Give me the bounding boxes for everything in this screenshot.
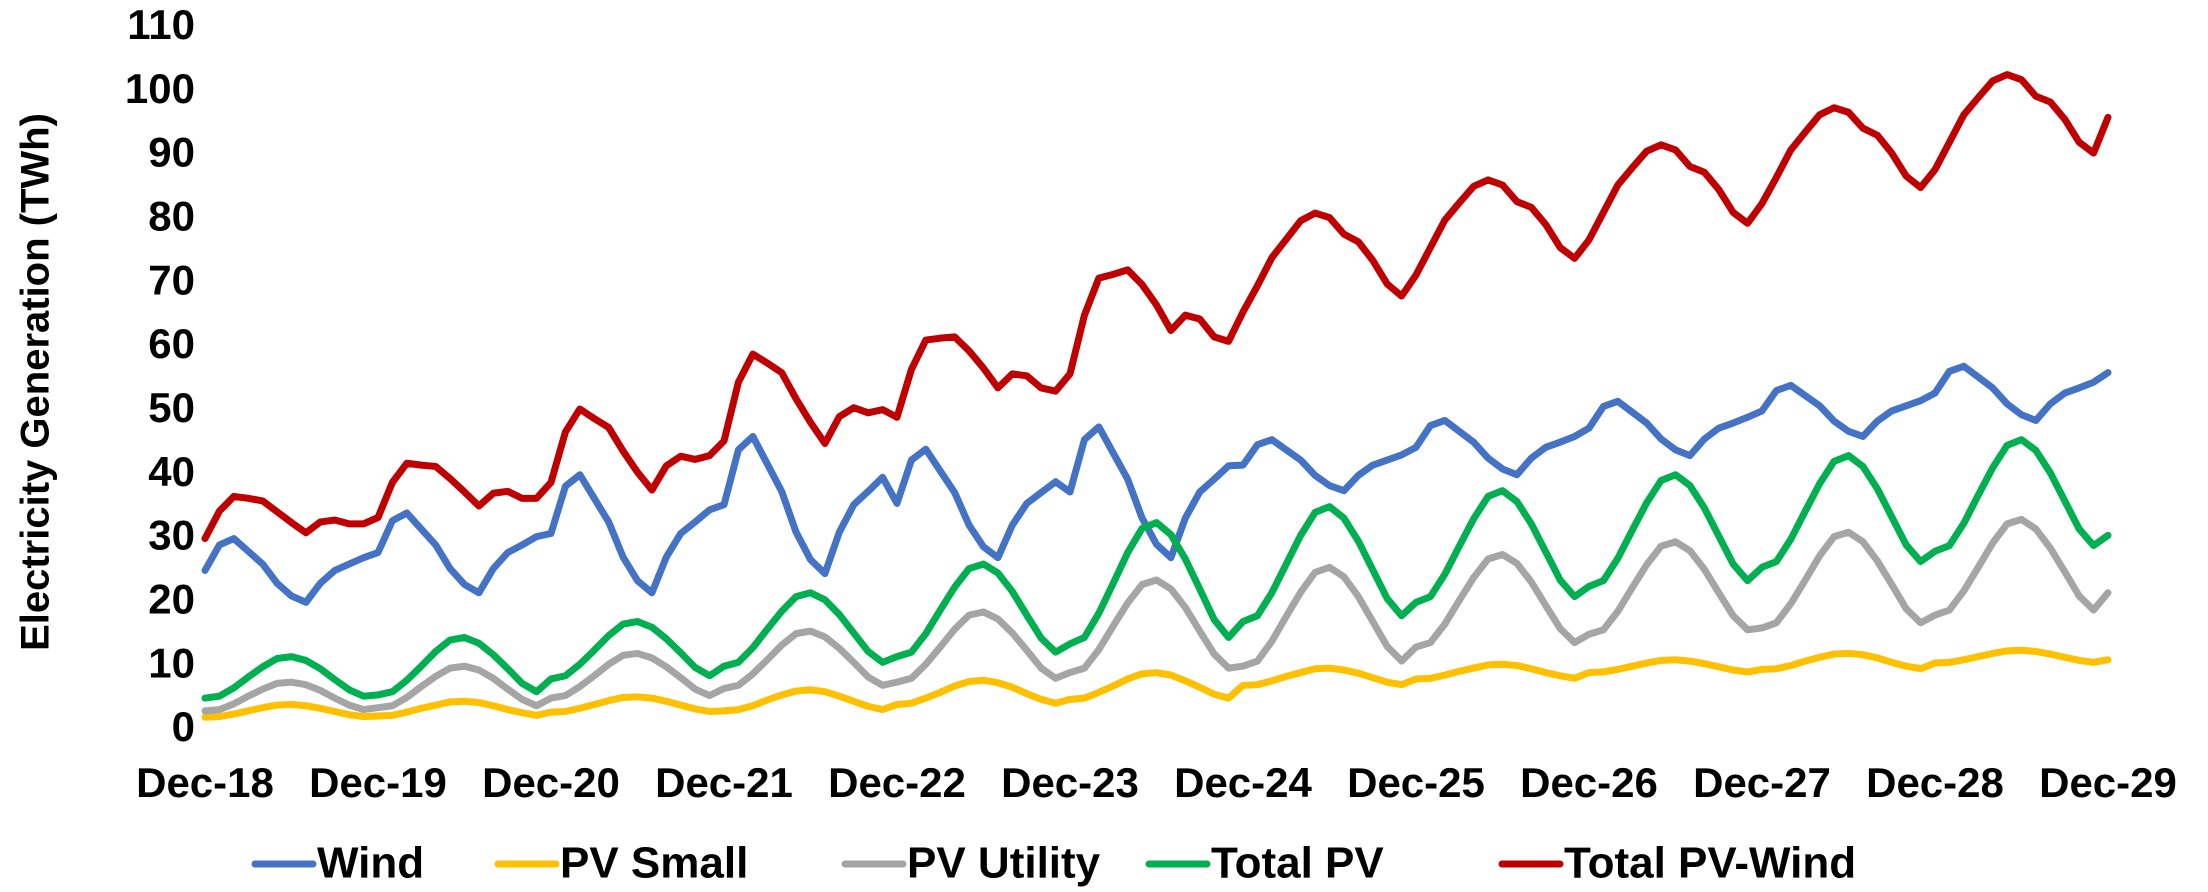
- y-tick-label: 110: [127, 1, 195, 48]
- series-line: [201, 436, 2112, 702]
- y-tick-label: 30: [148, 512, 195, 559]
- x-tick-label: Dec-25: [1347, 759, 1485, 806]
- y-tick-label: 80: [148, 193, 195, 240]
- y-tick-label: 10: [148, 639, 195, 686]
- y-tick-label: 70: [148, 256, 195, 303]
- legend-label: PV Utility: [907, 839, 1101, 888]
- y-tick-label: 20: [148, 575, 195, 622]
- x-tick-label: Dec-29: [2039, 759, 2177, 806]
- y-tick-label: 60: [148, 320, 195, 367]
- series-line: [201, 71, 2112, 543]
- legend-label: PV Small: [560, 839, 748, 888]
- y-tick-label: 90: [148, 129, 195, 176]
- x-tick-label: Dec-22: [828, 759, 966, 806]
- series-line: [201, 362, 2112, 606]
- x-tick-label: Dec-19: [309, 759, 447, 806]
- y-tick-label: 40: [148, 448, 195, 495]
- legend-label: Total PV-Wind: [1564, 839, 1856, 888]
- legend-label: Total PV: [1211, 839, 1384, 888]
- x-tick-label: Dec-18: [136, 759, 274, 806]
- x-tick-label: Dec-20: [482, 759, 620, 806]
- y-tick-label: 100: [125, 65, 195, 112]
- y-tick-label: 0: [172, 703, 195, 750]
- y-tick-label: 50: [148, 384, 195, 431]
- x-tick-label: Dec-24: [1174, 759, 1312, 806]
- series-line: [201, 515, 2112, 715]
- x-tick-label: Dec-26: [1520, 759, 1658, 806]
- x-tick-label: Dec-21: [655, 759, 793, 806]
- y-axis-title: Electricity Generation (TWh): [14, 113, 58, 651]
- x-tick-label: Dec-23: [1001, 759, 1139, 806]
- series-line: [201, 646, 2112, 721]
- x-tick-label: Dec-28: [1866, 759, 2004, 806]
- legend-label: Wind: [317, 839, 424, 888]
- x-tick-label: Dec-27: [1693, 759, 1831, 806]
